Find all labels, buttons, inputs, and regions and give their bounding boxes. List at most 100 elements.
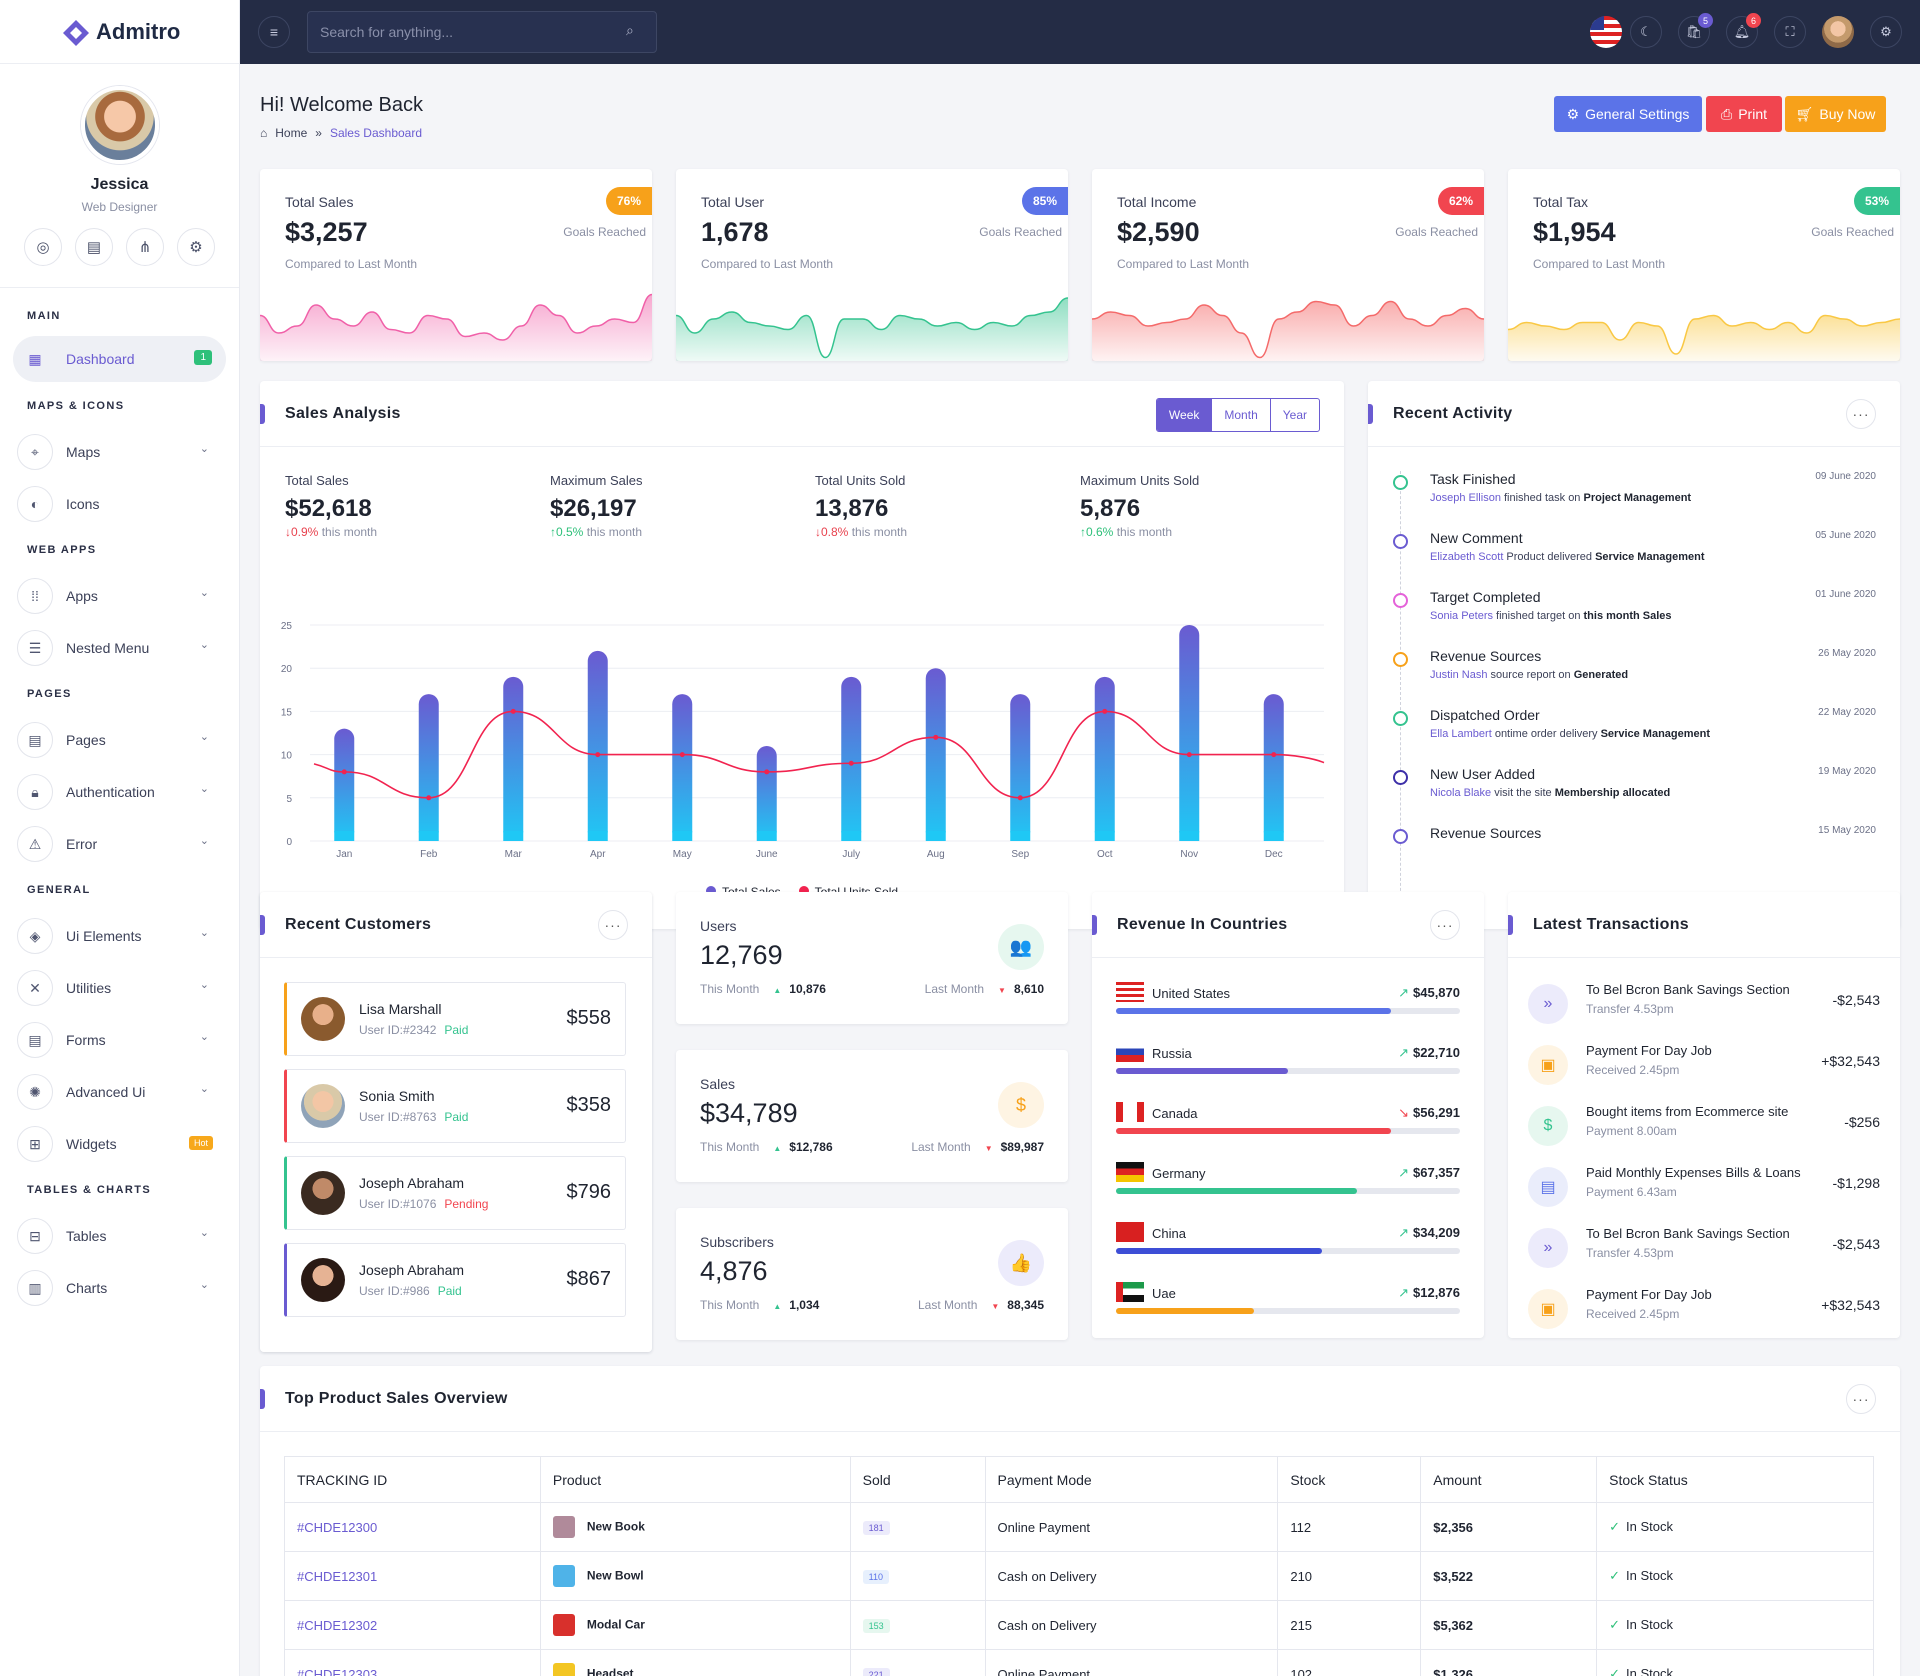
sidebar-item-ui-elements[interactable]: ◈ Ui Elements ⌄ <box>0 910 239 962</box>
column-header[interactable]: TRACKING ID <box>284 1456 541 1503</box>
sidebar-item-error[interactable]: ⚠ Error ⌄ <box>0 818 239 870</box>
sidebar-item-authentication[interactable]: 🔒︎ Authentication ⌄ <box>0 766 239 818</box>
sidebar-item-tables[interactable]: ⊟ Tables ⌄ <box>0 1210 239 1262</box>
activity-user[interactable]: Ella Lambert <box>1430 728 1492 740</box>
mini-stat-card: Subscribers 4,876 This Month ▲ 1,034 Last Mon… <box>676 1208 1068 1340</box>
customer-row[interactable]: Joseph Abraham User ID:#1076 Pending $796 <box>284 1156 626 1230</box>
sidebar-item-advanced-ui[interactable]: ✺ Advanced Ui ⌄ <box>0 1066 239 1118</box>
tracking-id[interactable]: #CHDE12301 <box>284 1551 541 1601</box>
more-options-icon[interactable]: ··· <box>598 910 628 940</box>
breadcrumb-home[interactable]: Home <box>275 126 308 140</box>
column-header[interactable]: Amount <box>1420 1456 1598 1503</box>
activity-date: 01 June 2020 <box>1815 589 1876 600</box>
sidebar-item-maps[interactable]: ⌖ Maps ⌄ <box>0 426 239 478</box>
customer-row[interactable]: Joseph Abraham User ID:#986 Paid $867 <box>284 1243 626 1317</box>
sidebar-item-widgets[interactable]: ⊞ Widgets Hot <box>0 1118 239 1170</box>
more-options-icon[interactable]: ··· <box>1846 399 1876 429</box>
customer-id-line: User ID:#1076 Pending <box>359 1197 488 1211</box>
activity-item[interactable]: New Comment Elizabeth Scott Product deliv… <box>1430 530 1876 586</box>
activity-item[interactable]: Revenue Sources Justin Nash source report… <box>1430 648 1876 704</box>
table-row[interactable]: #CHDE12303 Headset 221 Online Payment 102 $1,… <box>284 1649 1874 1676</box>
sidebar-item-pages[interactable]: ▤ Pages ⌄ <box>0 714 239 766</box>
sidebar-item-nested-menu[interactable]: ☰ Nested Menu ⌄ <box>0 622 239 674</box>
customer-row[interactable]: Sonia Smith User ID:#8763 Paid $358 <box>284 1069 626 1143</box>
user-avatar[interactable] <box>1822 16 1854 48</box>
fullscreen-icon[interactable]: ⛶ <box>1774 16 1806 48</box>
sidebar-item-charts[interactable]: ▥ Charts ⌄ <box>0 1262 239 1314</box>
flag-us-icon[interactable] <box>1590 16 1622 48</box>
country-row[interactable]: Uae ↗ $12,876 <box>1116 1282 1460 1322</box>
buy-now-button[interactable]: 🛒︎ Buy Now <box>1785 96 1886 132</box>
transaction-row[interactable]: $ Bought items from Ecommerce site Payment… <box>1528 1100 1880 1156</box>
sidebar-item-utilities[interactable]: ✕ Utilities ⌄ <box>0 962 239 1014</box>
sidebar-item-apps[interactable]: ⁞⁞ Apps ⌄ <box>0 570 239 622</box>
tab-year[interactable]: Year <box>1269 399 1319 431</box>
tracking-id[interactable]: #CHDE12302 <box>284 1600 541 1650</box>
moon-icon[interactable]: ☾ <box>1630 16 1662 48</box>
column-header[interactable]: Sold <box>849 1456 986 1503</box>
print-button[interactable]: ⎙ Print <box>1706 96 1782 132</box>
support-icon[interactable]: ◎ <box>24 228 62 266</box>
settings-icon[interactable]: ⚙ <box>177 228 215 266</box>
more-options-icon[interactable]: ··· <box>1430 910 1460 940</box>
activity-detail: Ella Lambert ontime order delivery Servi… <box>1430 728 1876 740</box>
activity-item[interactable]: Task Finished Joseph Ellison finished tas… <box>1430 471 1876 527</box>
transaction-target: Savings Section <box>1696 982 1790 997</box>
activity-item[interactable]: New User Added Nicola Blake visit the sit… <box>1430 766 1876 822</box>
column-header[interactable]: Product <box>539 1456 851 1503</box>
search-icon[interactable]: ⌕ <box>626 22 634 38</box>
more-options-icon[interactable]: ··· <box>1846 1384 1876 1414</box>
activity-user[interactable]: Justin Nash <box>1430 669 1488 681</box>
sidebar-item-label: Advanced Ui <box>66 1084 146 1100</box>
gear-icon[interactable]: ⚙ <box>1870 16 1902 48</box>
home-icon[interactable]: ⌂ <box>260 126 268 140</box>
general-settings-button[interactable]: ⚙ General Settings <box>1554 96 1702 132</box>
activity-item[interactable]: Target Completed Sonia Peters finished ta… <box>1430 589 1876 645</box>
country-row[interactable]: Germany ↗ $67,357 <box>1116 1162 1460 1202</box>
avatar[interactable] <box>80 86 159 164</box>
sidebar-item-label: Maps <box>66 444 101 460</box>
brand[interactable]: Admitro <box>0 0 239 64</box>
transaction-row[interactable]: ▣ Payment For Day Job Received 2.45pm +$32,… <box>1528 1283 1880 1339</box>
country-row[interactable]: Canada ↘ $56,291 <box>1116 1102 1460 1142</box>
menu-toggle-icon[interactable]: ≡ <box>258 16 290 48</box>
activity-user[interactable]: Nicola Blake <box>1430 787 1492 799</box>
activity-user[interactable]: Joseph Ellison <box>1430 492 1501 504</box>
activity-user[interactable]: Elizabeth Scott <box>1430 551 1504 563</box>
sidebar-item-dashboard[interactable]: ▦ Dashboard 1 <box>13 336 226 382</box>
kpi-label: Total Sales <box>285 473 349 488</box>
document-icon[interactable]: ▤ <box>75 228 113 266</box>
activity-item[interactable]: Revenue Sources 15 May 2020 <box>1430 825 1876 881</box>
transaction-row[interactable]: » To Bel Bcron Bank Savings Section Transf… <box>1528 1222 1880 1278</box>
tracking-id[interactable]: #CHDE12300 <box>284 1502 541 1552</box>
search-input[interactable]: Search for anything... <box>307 11 657 53</box>
tab-week[interactable]: Week <box>1156 399 1212 431</box>
country-row[interactable]: China ↗ $34,209 <box>1116 1222 1460 1262</box>
transaction-row[interactable]: ▣ Payment For Day Job Received 2.45pm +$32,… <box>1528 1039 1880 1095</box>
column-header[interactable]: Payment Mode <box>984 1456 1279 1503</box>
transaction-row[interactable]: » To Bel Bcron Bank Savings Section Transf… <box>1528 978 1880 1034</box>
sidebar-item-icons[interactable]: ◐ Icons <box>0 478 239 530</box>
bar-june <box>756 745 777 841</box>
timeline-dot <box>1393 829 1408 844</box>
this-month: This Month ▲ 10,876 <box>700 982 826 996</box>
sidebar-item-forms[interactable]: ▤ Forms ⌄ <box>0 1014 239 1066</box>
column-header[interactable]: Stock Status <box>1596 1456 1874 1503</box>
column-header[interactable]: Stock <box>1277 1456 1422 1503</box>
bell-icon[interactable]: 🔔︎ 6 <box>1726 13 1761 48</box>
country-row[interactable]: United States ↗ $45,870 <box>1116 982 1460 1022</box>
table-row[interactable]: #CHDE12302 Modal Car 153 Cash on Delivery 21… <box>284 1600 1874 1650</box>
customer-row[interactable]: Lisa Marshall User ID:#2342 Paid $558 <box>284 982 626 1056</box>
activity-item[interactable]: Dispatched Order Ella Lambert ontime orde… <box>1430 707 1876 763</box>
tab-month[interactable]: Month <box>1211 399 1269 431</box>
network-icon[interactable]: ⋔ <box>126 228 164 266</box>
kpi-maximum-units-sold: Maximum Units Sold 5,876 ↑0.6% this mont… <box>1080 473 1199 539</box>
activity-user[interactable]: Sonia Peters <box>1430 610 1493 622</box>
table-row[interactable]: #CHDE12300 New Book 181 Online Payment 112 $2… <box>284 1502 1874 1552</box>
table-row[interactable]: #CHDE12301 New Bowl 110 Cash on Delivery 210… <box>284 1551 1874 1601</box>
tracking-id[interactable]: #CHDE12303 <box>284 1649 541 1676</box>
transaction-target: Ecommerce site <box>1695 1104 1789 1119</box>
transaction-row[interactable]: ▤ Paid Monthly Expenses Bills & Loans Paym… <box>1528 1161 1880 1217</box>
country-row[interactable]: Russia ↗ $22,710 <box>1116 1042 1460 1082</box>
cart-icon[interactable]: 🛍︎ 5 <box>1678 13 1713 48</box>
